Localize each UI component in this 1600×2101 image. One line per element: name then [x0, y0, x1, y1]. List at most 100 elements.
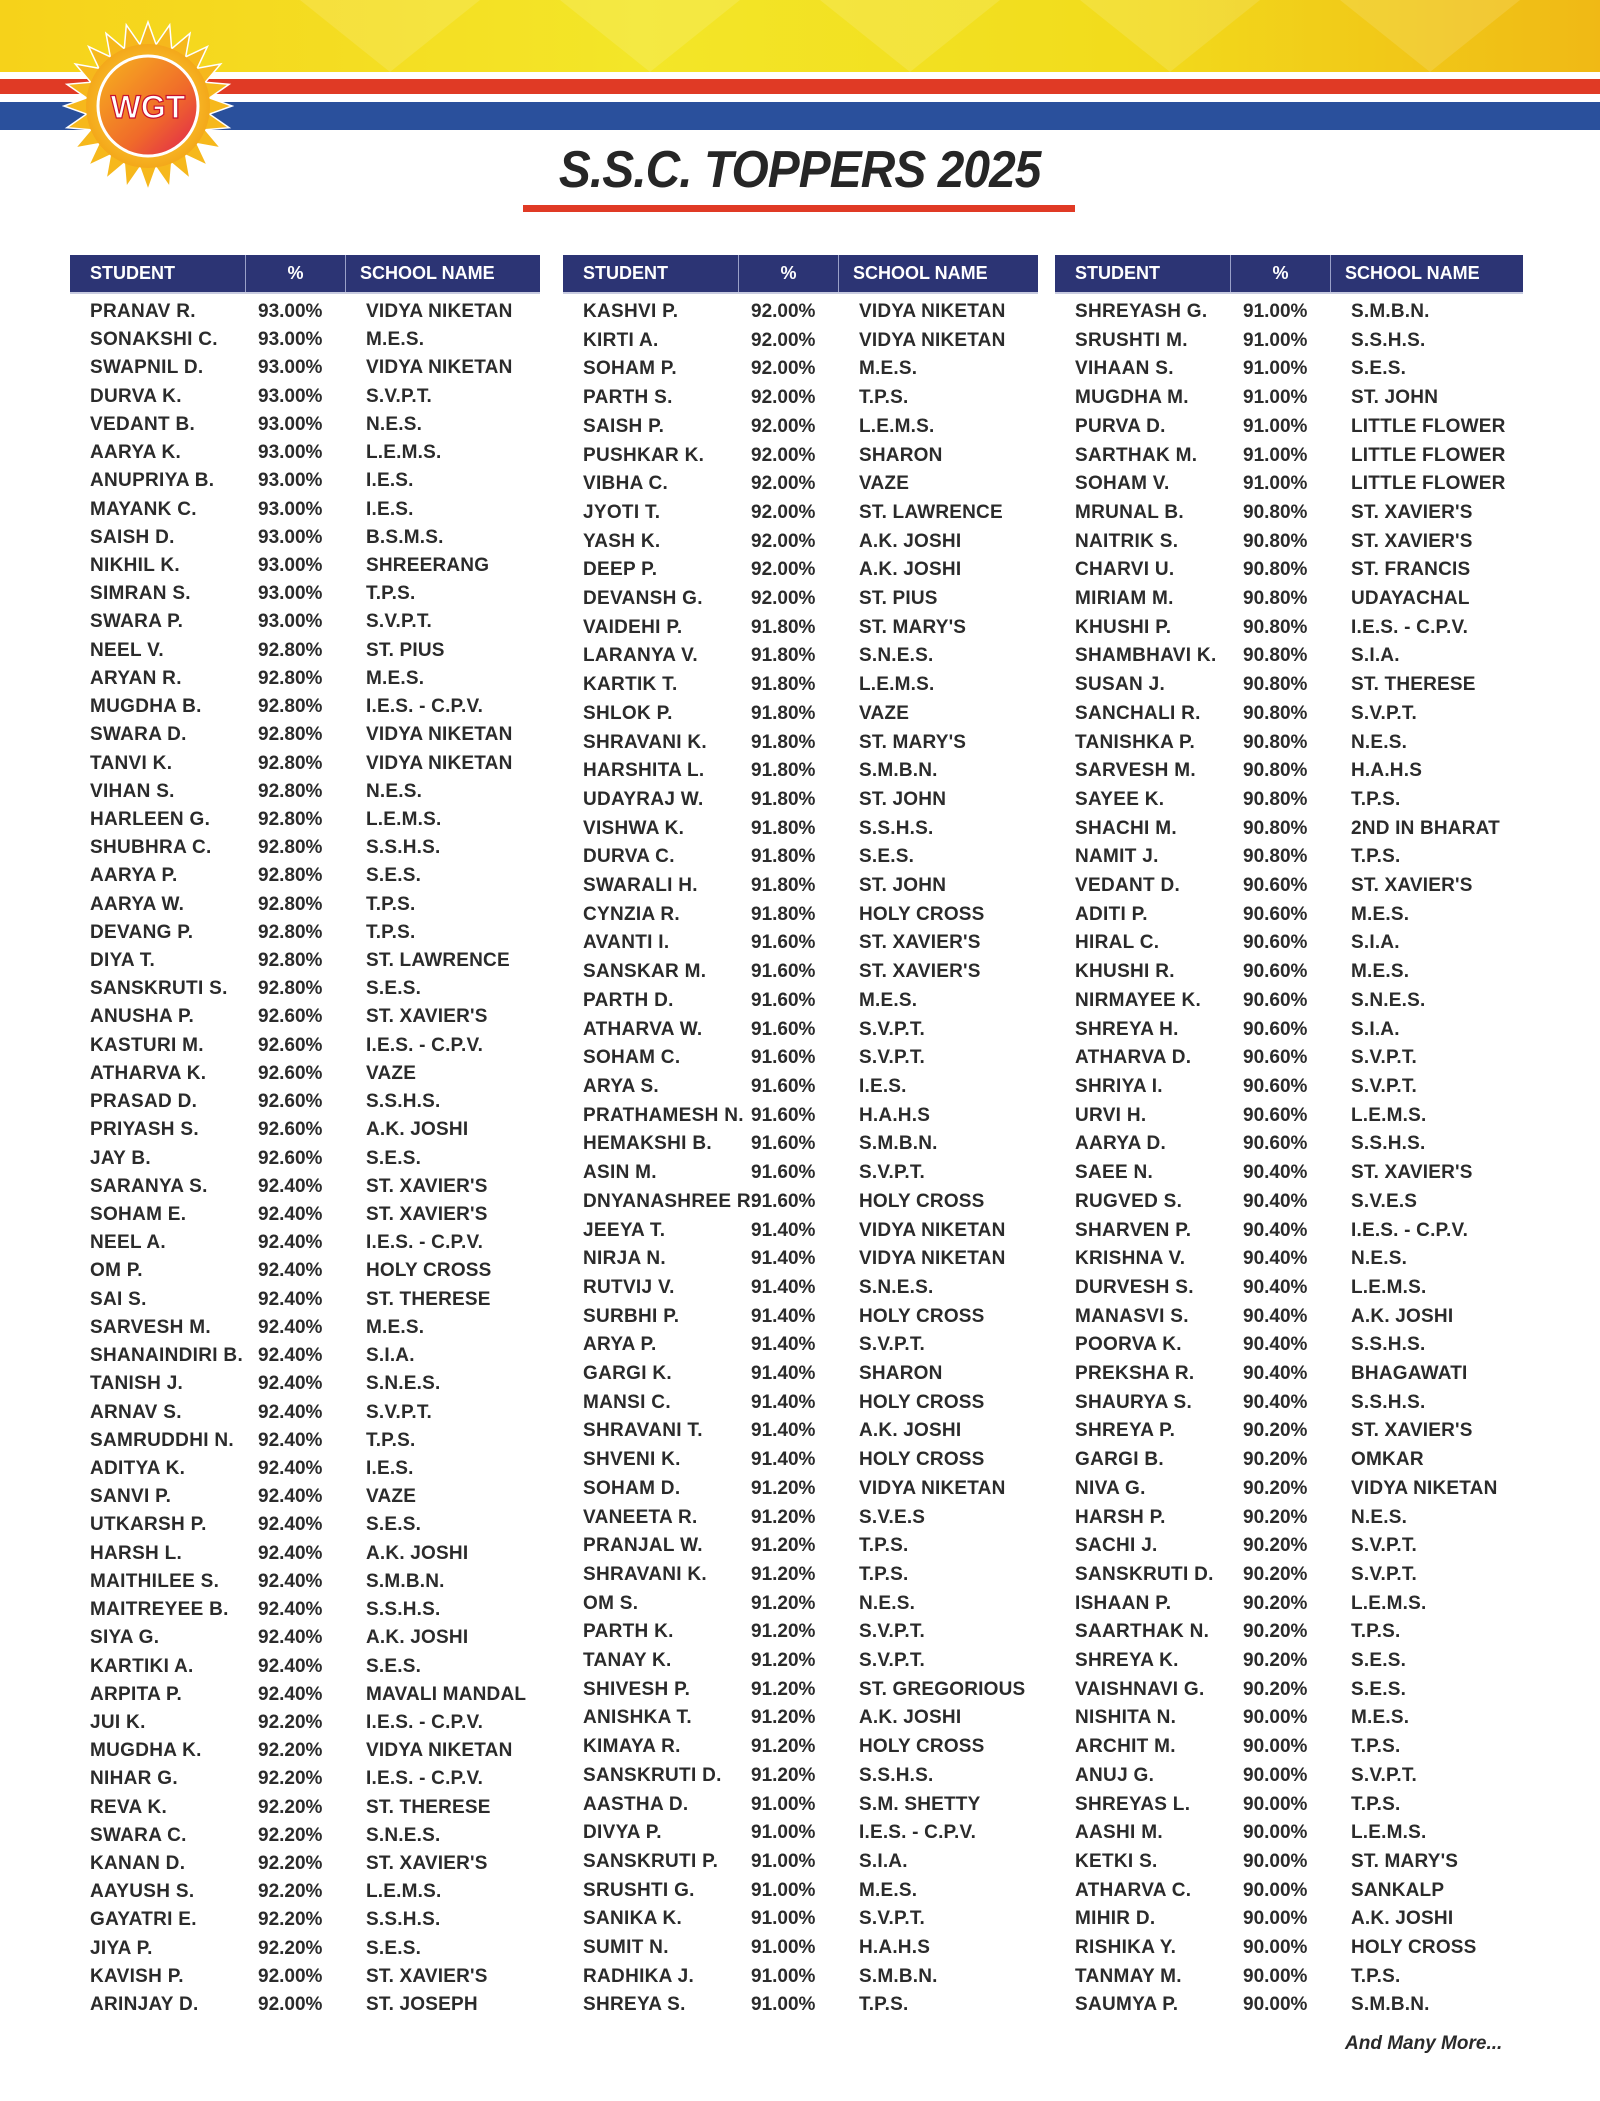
student-percent: 90.00%	[1243, 1822, 1308, 1844]
header-percent: %	[739, 255, 839, 292]
table-row: KAVISH P. 92.00% ST. XAVIER'S	[70, 1963, 590, 1991]
student-name: AASTHA D.	[583, 1793, 689, 1815]
student-name: NAMIT J.	[1075, 846, 1159, 868]
student-name: SUMIT N.	[583, 1937, 669, 1959]
student-name: DIYA T.	[90, 950, 156, 972]
student-name: PURVA D.	[1075, 415, 1166, 437]
school-name: S.N.E.S.	[1351, 989, 1426, 1011]
student-name: PREKSHA R.	[1075, 1363, 1195, 1385]
student-name: TANISH J.	[90, 1373, 184, 1395]
student-percent: 91.00%	[1243, 415, 1308, 437]
table-row: NAITRIK S. 90.80% ST. XAVIER'S	[1055, 528, 1575, 556]
school-name: S.M.B.N.	[1351, 301, 1430, 322]
student-name: VEDANT B.	[90, 413, 196, 435]
school-name: VIDYA NIKETAN	[859, 301, 1006, 322]
table-row: MIRIAM M. 90.80% UDAYACHAL	[1055, 585, 1575, 613]
school-name: VAZE	[859, 702, 910, 724]
top-banner	[0, 0, 1600, 72]
student-percent: 92.20%	[258, 1881, 323, 1903]
student-name: SURBHI P.	[583, 1305, 680, 1327]
school-name: M.E.S.	[1351, 961, 1410, 983]
student-name: MAYANK C.	[90, 498, 197, 520]
table-row: ADITI P. 90.60% M.E.S.	[1055, 901, 1575, 929]
student-percent: 91.00%	[751, 1793, 816, 1815]
table-row: NEEL A. 92.40% I.E.S. - C.P.V.	[70, 1229, 590, 1257]
student-name: ARINJAY D.	[90, 1994, 199, 2016]
school-name: H.A.H.S	[1351, 760, 1423, 782]
student-percent: 91.80%	[751, 645, 816, 667]
school-name: SHARON	[859, 444, 943, 466]
student-percent: 91.00%	[1243, 329, 1308, 351]
student-percent: 93.00%	[258, 470, 323, 492]
student-name: PRANJAL W.	[583, 1535, 703, 1557]
header-school: SCHOOL NAME	[1345, 263, 1480, 283]
school-name: L.E.M.S.	[366, 442, 442, 464]
student-name: RISHIKA Y.	[1075, 1937, 1177, 1959]
table-row: ASIN M. 91.60% S.V.P.T.	[563, 1159, 1083, 1187]
student-name: KARTIKI A.	[90, 1655, 194, 1677]
student-percent: 91.40%	[751, 1305, 816, 1327]
table-row: ANUJ G. 90.00% S.V.P.T.	[1055, 1762, 1575, 1790]
student-percent: 91.80%	[751, 674, 816, 696]
school-name: S.V.P.T.	[859, 1621, 926, 1643]
student-percent: 91.20%	[751, 1563, 816, 1585]
table-row: KIRTI A. 92.00% VIDYA NIKETAN	[563, 327, 1083, 355]
table-row: DEVANG P. 92.80% T.P.S.	[70, 919, 590, 947]
student-percent: 90.80%	[1243, 616, 1308, 638]
student-percent: 92.00%	[751, 387, 816, 409]
school-name: ST. XAVIER'S	[366, 1006, 488, 1028]
student-percent: 91.20%	[751, 1592, 816, 1614]
table-row: RADHIKA J. 91.00% S.M.B.N.	[563, 1963, 1083, 1991]
student-name: HARSH L.	[90, 1542, 183, 1564]
school-name: T.P.S.	[1351, 846, 1401, 868]
student-percent: 90.00%	[1243, 1937, 1308, 1959]
student-name: ISHAAN P.	[1075, 1592, 1172, 1614]
school-name: S.V.P.T.	[859, 1047, 926, 1069]
student-name: SARVESH M.	[90, 1316, 211, 1338]
school-name: LITTLE FLOWER	[1351, 473, 1506, 495]
school-name: A.K. JOSHI	[366, 1542, 469, 1564]
school-name: B.S.M.S.	[366, 526, 444, 548]
student-name: SAISH D.	[90, 526, 175, 548]
table-row: OM S. 91.20% N.E.S.	[563, 1590, 1083, 1618]
student-percent: 90.60%	[1243, 961, 1308, 983]
student-name: ADITYA K.	[90, 1457, 186, 1479]
school-name: S.E.S.	[366, 1147, 422, 1169]
student-name: SWARA C.	[90, 1824, 187, 1846]
student-name: NIRMAYEE K.	[1075, 989, 1202, 1011]
school-name: I.E.S. - C.P.V.	[1351, 616, 1469, 638]
student-name: YASH K.	[583, 530, 661, 552]
student-name: KARTIK T.	[583, 674, 678, 696]
table-row: SAEE N. 90.40% ST. XAVIER'S	[1055, 1159, 1575, 1187]
student-name: SHRAVANI K.	[583, 1563, 707, 1585]
school-name: S.V.P.T.	[366, 1401, 433, 1423]
student-percent: 92.40%	[258, 1373, 323, 1395]
table-row: KHUSHI R. 90.60% M.E.S.	[1055, 958, 1575, 986]
table-row: SARTHAK M. 91.00% LITTLE FLOWER	[1055, 442, 1575, 470]
school-name: S.V.P.T.	[859, 1162, 926, 1184]
student-name: AARYA D.	[1075, 1133, 1167, 1155]
student-name: SANSKRUTI S.	[90, 978, 228, 1000]
table-row: NAMIT J. 90.80% T.P.S.	[1055, 843, 1575, 871]
school-name: S.E.S.	[366, 978, 422, 1000]
school-name: N.E.S.	[366, 780, 423, 802]
school-name: SANKALP	[1351, 1879, 1445, 1901]
student-name: GARGI B.	[1075, 1449, 1164, 1471]
school-name: A.K. JOSHI	[1351, 1908, 1454, 1930]
school-name: S.E.S.	[1351, 358, 1407, 380]
student-name: ARYA P.	[583, 1334, 657, 1356]
school-name: HOLY CROSS	[1351, 1937, 1477, 1959]
student-percent: 92.40%	[258, 1204, 323, 1225]
student-name: SHRAVANI K.	[583, 731, 707, 753]
student-name: MAITREYEE B.	[90, 1599, 229, 1621]
table-row: SHLOK P. 91.80% VAZE	[563, 700, 1083, 728]
school-name: VIDYA NIKETAN	[366, 301, 513, 322]
student-name: JUI K.	[90, 1711, 146, 1733]
student-percent: 90.60%	[1243, 989, 1308, 1011]
header-school: SCHOOL NAME	[853, 263, 988, 283]
school-name: ST. JOHN	[859, 875, 947, 897]
student-percent: 91.80%	[751, 817, 816, 839]
school-name: HOLY CROSS	[366, 1260, 492, 1282]
school-name: UDAYACHAL	[1351, 588, 1470, 610]
table-row: SAI S. 92.40% ST. THERESE	[70, 1286, 590, 1314]
